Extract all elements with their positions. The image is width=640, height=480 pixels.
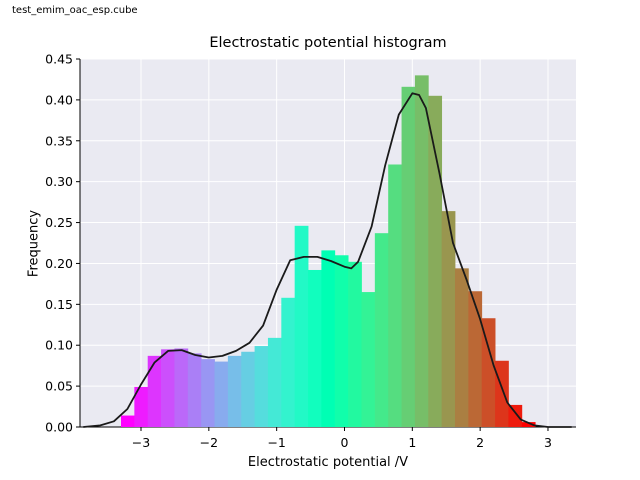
histogram-bar bbox=[134, 386, 149, 427]
histogram-bar bbox=[201, 359, 215, 427]
histogram-bar bbox=[174, 348, 189, 427]
y-axis-label: Frequency bbox=[26, 209, 42, 278]
x-tick-label: 3 bbox=[544, 435, 552, 450]
histogram-bar bbox=[334, 255, 349, 427]
histogram-bar bbox=[321, 250, 336, 427]
histogram-bar bbox=[468, 291, 483, 427]
histogram-bar bbox=[227, 355, 242, 427]
x-axis-label: Electrostatic potential /V bbox=[247, 455, 409, 470]
y-tick-label: 0.35 bbox=[45, 133, 73, 148]
histogram-bar bbox=[267, 337, 282, 427]
y-tick-label: 0.40 bbox=[45, 92, 73, 107]
histogram-bar bbox=[481, 318, 496, 427]
x-tick-label: −2 bbox=[200, 435, 218, 450]
chart-title: Electrostatic potential histogram bbox=[209, 35, 447, 51]
histogram-bar bbox=[294, 225, 309, 427]
histogram-bar bbox=[414, 75, 429, 427]
y-tick-label: 0.25 bbox=[45, 215, 73, 230]
x-tick-label: 0 bbox=[341, 435, 349, 450]
kde-curve bbox=[83, 92, 572, 428]
y-tick-label: 0.45 bbox=[45, 52, 73, 67]
histogram-bar bbox=[388, 164, 402, 427]
histogram-bar bbox=[281, 297, 296, 427]
histogram-bar bbox=[454, 268, 469, 427]
x-tick-label: 2 bbox=[476, 435, 484, 450]
histogram-bar bbox=[161, 349, 175, 427]
x-tick-label: −3 bbox=[132, 435, 150, 450]
histogram-bar bbox=[428, 95, 443, 428]
histogram-bar bbox=[214, 361, 229, 427]
y-tick-label: 0.30 bbox=[45, 174, 73, 189]
histogram-bar bbox=[241, 351, 255, 427]
histogram-bar bbox=[401, 86, 416, 427]
y-tick-label: 0.00 bbox=[45, 420, 73, 435]
file-name-suptitle: test_emim_oac_esp.cube bbox=[12, 5, 138, 16]
histogram-bar bbox=[187, 353, 202, 427]
histogram-bar bbox=[308, 269, 322, 427]
y-tick-label: 0.20 bbox=[45, 256, 73, 271]
histogram-bar bbox=[254, 346, 269, 427]
y-tick-label: 0.15 bbox=[45, 297, 73, 312]
x-tick-label: 1 bbox=[408, 435, 416, 450]
histogram-bar bbox=[120, 415, 135, 427]
histogram-bar bbox=[441, 211, 456, 427]
y-tick-label: 0.05 bbox=[45, 379, 73, 394]
x-tick-label: −1 bbox=[267, 435, 285, 450]
y-tick-label: 0.10 bbox=[45, 338, 73, 353]
histogram-bar bbox=[495, 360, 509, 427]
histogram-bar bbox=[508, 404, 523, 427]
histogram-bar bbox=[521, 422, 536, 427]
histogram-bar bbox=[361, 292, 376, 427]
histogram-bar bbox=[348, 261, 362, 427]
histogram-bar bbox=[147, 355, 162, 427]
histogram-bar bbox=[374, 233, 389, 427]
